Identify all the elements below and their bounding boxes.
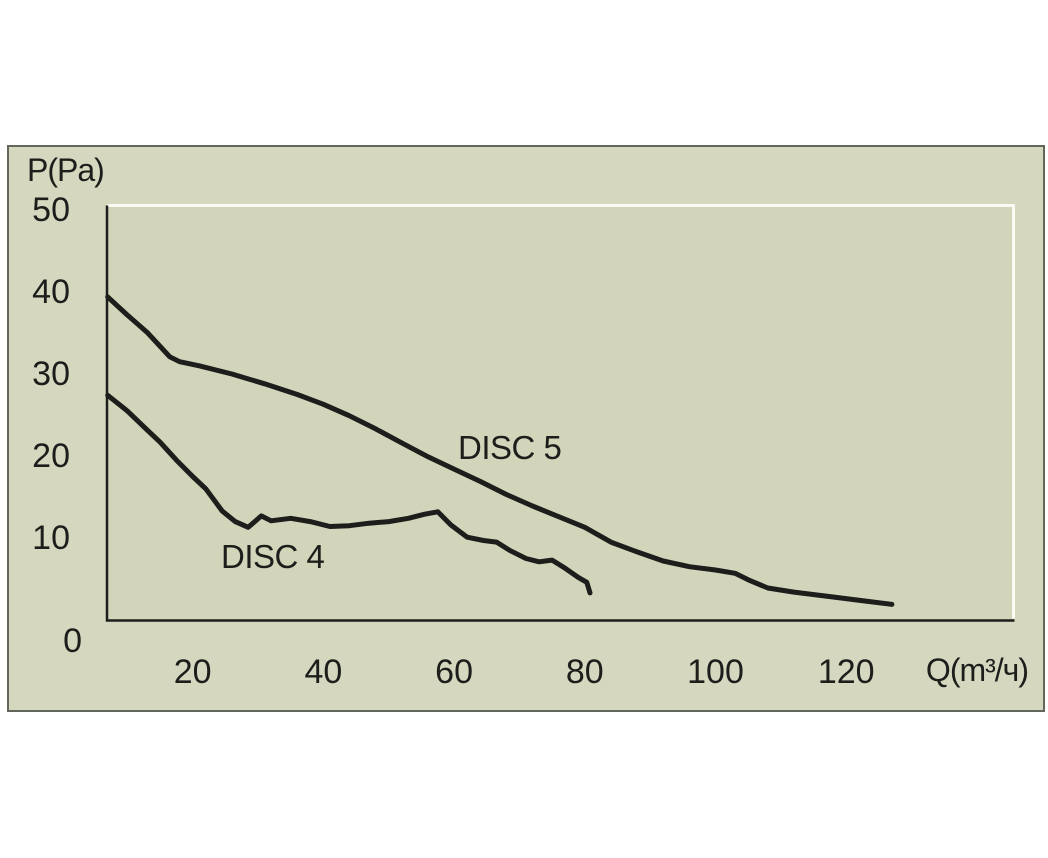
x-axis-title: Q(m³/ч) bbox=[925, 652, 1029, 688]
y-tick-label: 40 bbox=[32, 273, 70, 311]
series-label-disc5: DISC 5 bbox=[458, 429, 562, 466]
y-tick-label: 30 bbox=[32, 355, 70, 393]
y-tick-label: 0 bbox=[63, 622, 82, 660]
x-tick-label: 20 bbox=[173, 653, 212, 691]
x-tick-label: 120 bbox=[817, 653, 875, 691]
x-tick-label: 40 bbox=[304, 653, 343, 691]
x-tick-label: 80 bbox=[565, 653, 604, 691]
y-tick-label: 20 bbox=[32, 437, 70, 475]
x-tick-label: 100 bbox=[687, 653, 744, 691]
x-tick-label: 60 bbox=[435, 653, 473, 691]
y-axis-title: P(Pa) bbox=[27, 152, 105, 188]
y-tick-label: 50 bbox=[32, 191, 70, 229]
y-tick-label: 10 bbox=[32, 519, 70, 557]
series-label-disc4: DISC 4 bbox=[221, 538, 325, 575]
